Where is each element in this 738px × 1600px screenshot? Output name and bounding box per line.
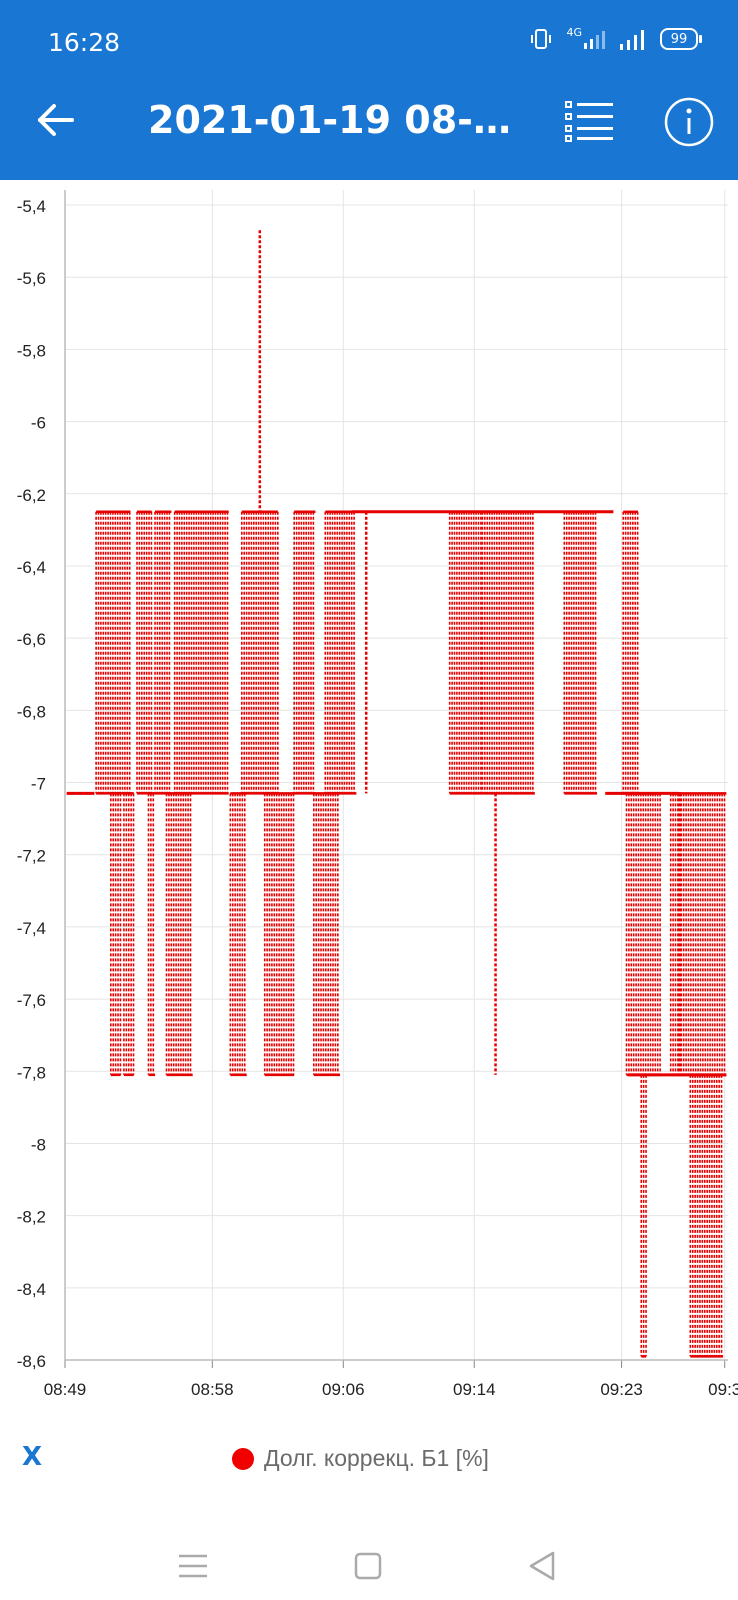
y-tick-label: -7,2 [17,847,46,866]
x-tick-label: 09:14 [453,1380,496,1399]
x-axis-title[interactable]: X [22,1442,43,1472]
series-oscillation-band [165,792,193,1077]
y-tick-label: -6,8 [17,702,46,721]
app-bar: 16:28 4G 99 2021-01-19 08-49-… [0,0,738,180]
y-tick-label: -7,8 [17,1063,46,1082]
series-oscillation-band [110,792,122,1077]
back-triangle-icon[interactable] [525,1548,561,1584]
legend: Долг. коррекц. Б1 [%] [232,1445,489,1472]
x-tick-label: 09:06 [322,1380,365,1399]
y-tick-label: -7 [31,775,46,794]
y-tick-label: -8,6 [17,1352,46,1371]
status-icons: 4G 99 [530,26,702,50]
x-tick-label: 08:58 [191,1380,234,1399]
series-oscillation-band [481,510,535,795]
home-square-icon[interactable] [350,1548,386,1584]
menu-icon[interactable] [175,1548,211,1584]
y-tick-label: -7,6 [17,991,46,1010]
legend-dot [232,1447,254,1470]
page-title: 2021-01-19 08-49-… [148,98,528,142]
y-tick-label: -8,4 [17,1280,46,1299]
x-tick-label: 09:23 [600,1380,643,1399]
signal-icon [620,30,644,50]
series-oscillation-band [173,510,229,795]
y-tick-label: -5,4 [17,197,46,216]
x-tick-label: 08:49 [44,1380,87,1399]
arrow-left-icon[interactable] [34,98,78,142]
series-oscillation-band [154,510,172,795]
series-oscillation-band [669,792,682,1077]
series-oscillation-band [448,510,483,795]
series-oscillation-band [95,510,131,795]
chart-canvas[interactable]: -5,4 -5,6 -5,8 -6 -6,2 -6,4 -6,6 -6,8 -7 -7,2 -7,4… [0,180,738,1420]
legend-label: Долг. коррекц. Б1 [%] [264,1445,489,1471]
series-oscillation-band [625,792,661,1077]
series-oscillation-band [263,792,295,1077]
series-oscillation-band [622,510,639,795]
y-tick-label: -8,2 [17,1208,46,1227]
y-tick-label: -5,6 [17,269,46,288]
y-tick-label: -6,2 [17,486,46,505]
series-oscillation-band [640,1073,647,1358]
series-oscillation-band [689,1073,724,1358]
series-oscillation-band [123,792,135,1077]
y-tick-label: -6 [31,414,46,433]
series-oscillation-band [147,792,156,1077]
vibrate-icon [531,29,552,49]
info-icon[interactable] [664,97,714,147]
y-tick-label: -5,8 [17,341,46,360]
series-oscillation-band [324,510,357,795]
y-tick-label: -7,4 [17,919,46,938]
line-chart[interactable]: -5,4 -5,6 -5,8 -6 -6,2 -6,4 -6,6 -6,8 -7 -7,2 -7,4… [0,180,738,1420]
series-oscillation-band [136,510,153,795]
series-oscillation-band [241,510,279,795]
series-oscillation-band [313,792,341,1077]
x-tick-label: 09:3 [708,1380,738,1399]
series-oscillation-band [293,510,316,795]
series-oscillation-band [678,792,727,1077]
series-oscillation-band [229,792,247,1077]
y-tick-label: -6,6 [17,630,46,649]
y-tick-label: -8 [31,1135,46,1154]
list-icon[interactable] [565,100,615,142]
system-nav-bar [0,1540,738,1600]
battery-icon: 99 [660,28,702,50]
series-oscillation-band [563,510,598,795]
status-time: 16:28 [48,28,121,57]
signal-4g-icon: 4G [566,26,606,49]
y-tick-label: -6,4 [17,558,46,577]
